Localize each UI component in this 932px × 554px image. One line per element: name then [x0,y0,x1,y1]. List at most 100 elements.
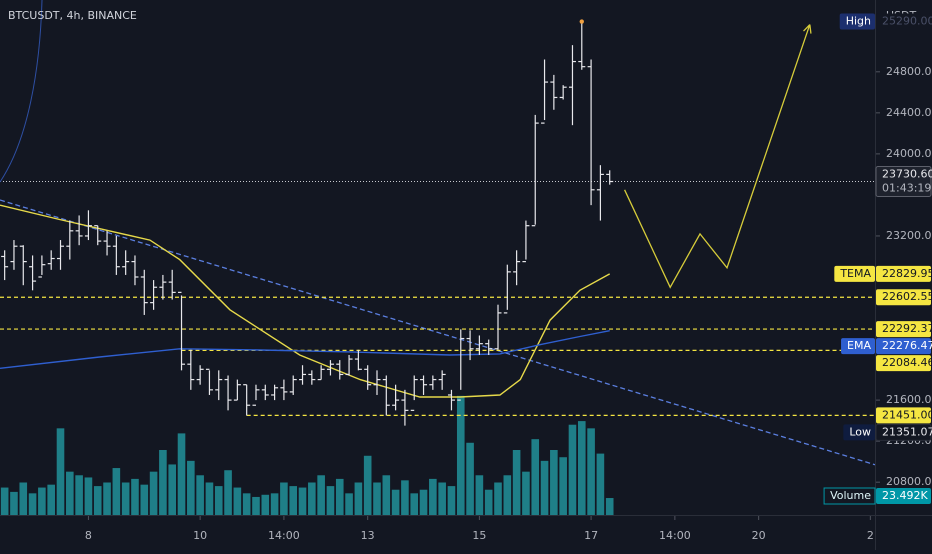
price-badge [875,166,932,198]
x-tick-label: 2 [867,529,874,542]
volume-bar [531,439,540,515]
volume-bar [335,478,344,515]
price-badge [876,355,931,372]
volume-name-badge [823,487,876,505]
volume-value-badge [876,488,931,504]
volume-bar [512,450,521,515]
symbol-title[interactable]: BTCUSDT, 4h, BINANCE [8,9,137,22]
price-badge [876,289,931,306]
name-badge [841,338,875,355]
volume-bar [159,450,167,515]
price-badge [876,13,931,30]
y-tick-label: 24000.00 [886,147,932,160]
name-badge-label: EMA [847,339,871,352]
volume-bar [66,471,74,515]
arrowhead [803,24,811,32]
indicator-band [0,0,43,183]
volume-bar [233,487,242,515]
volume-bar [419,489,428,515]
name-badge [839,13,875,30]
volume-bar [410,493,419,515]
y-tick-label: 21600.00 [886,393,932,406]
volume-bar [605,498,614,515]
volume-bar [205,482,214,515]
price-badge-value: 21351.07 [882,425,932,438]
volume-bar [308,482,316,515]
volume-bar [354,482,363,515]
price-badge [876,338,931,355]
price-badge-value: 22084.46 [882,356,932,369]
volume-bar [559,457,567,515]
x-tick-label: 14:00 [268,529,300,542]
name-badge-label: High [846,15,871,28]
volume-bar [522,471,530,515]
y-tick-label: 24800.00 [886,65,932,78]
x-tick-label: 20 [752,529,766,542]
volume-bar [401,480,409,515]
volume-bar [75,475,83,515]
name-badge-label: Low [849,425,871,438]
volume-bar [484,489,493,515]
plot-area [0,19,876,515]
y-tick-label: 24400.00 [886,106,932,119]
high-marker [579,19,584,24]
volume-bar [596,453,605,515]
price-badge-value: 23730.60 [882,168,932,181]
price-badge [875,423,932,441]
volume-bar [456,395,465,515]
volume-bar [289,486,298,515]
volume-bar [214,486,223,515]
volume-bar [568,424,577,515]
volume-bar [298,487,307,515]
volume-bar [382,475,391,515]
volume-bar [447,486,456,515]
volume-value: 23.492K [882,489,928,502]
volume-bar [363,455,372,515]
volume-bar [252,496,260,515]
name-badge [834,265,875,282]
volume-bar [270,493,279,515]
volume-bar [326,486,335,515]
x-tick-label: 8 [85,529,92,542]
volume-bar [587,428,595,515]
price-badge-value: 22602.55 [882,290,932,303]
volume-bar [196,475,204,515]
volume-bar [187,460,195,515]
price-badge-value: 21451.00 [882,408,932,421]
volume-bar [28,493,37,515]
price-badge-value: 22292.37 [882,322,932,335]
volume-bar [429,478,437,515]
volume-bar [177,433,186,515]
volume-bar [224,470,232,515]
volume-bar [280,482,288,515]
volume-bar [550,450,558,515]
x-tick-label: 15 [472,529,486,542]
volume-bar [103,482,111,515]
volume-bar [131,478,139,515]
volume-bar [38,487,46,515]
volume-bar [373,482,381,515]
price-badge-value: 25290.00 [882,15,932,28]
x-tick-label: 14:00 [659,529,691,542]
volume-bar [140,484,149,515]
name-badge-label: TEMA [839,267,871,280]
volume-bar [540,460,549,515]
volume-bar [345,493,353,515]
volume-bar [56,428,65,515]
volume-bar [261,494,270,515]
indicator-line [0,204,611,398]
price-badge [876,265,931,282]
projection-line [624,24,811,289]
volume-bar [577,421,586,515]
volume-bar [242,493,251,515]
price-badge-value: 22829.95 [882,267,932,280]
arrowhead [809,24,812,34]
trend-line [0,199,876,466]
price-badge [876,407,931,424]
volume-bar [438,482,446,515]
volume-bar [121,482,130,515]
volume-bar [475,475,484,515]
price-badge-countdown: 01:43:19 [882,182,931,195]
